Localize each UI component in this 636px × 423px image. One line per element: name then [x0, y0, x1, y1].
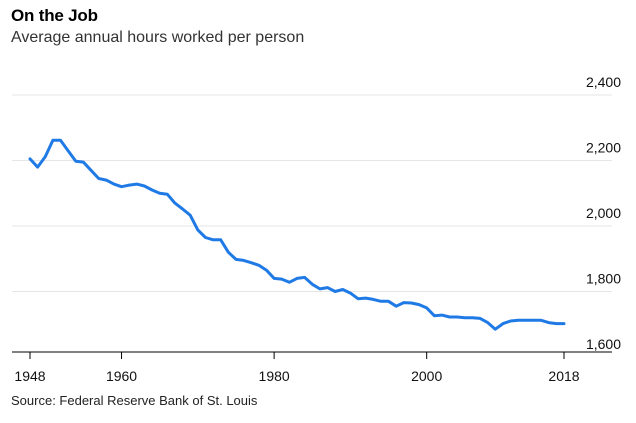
y-axis-tick-labels: 1,600 1,800 2,000 2,200 2,400 — [586, 74, 621, 352]
chart-subtitle: Average annual hours worked per person — [11, 29, 305, 46]
y-tick-label: 2,000 — [586, 205, 621, 221]
gridlines — [12, 94, 612, 292]
series-layer — [28, 138, 566, 331]
y-tick-label: 2,200 — [586, 140, 621, 156]
series-line — [28, 138, 566, 331]
x-axis-tick-labels: 1948 1960 1980 2000 2018 — [14, 352, 580, 384]
source-note: Source: Federal Reserve Bank of St. Loui… — [11, 393, 258, 408]
y-tick-label: 2,400 — [586, 74, 621, 90]
chart-title: On the Job — [11, 6, 98, 25]
y-tick-label: 1,800 — [586, 271, 621, 287]
x-tick-label: 1960 — [106, 368, 137, 384]
x-tick-label: 1980 — [259, 368, 290, 384]
x-tick-label: 2018 — [548, 368, 579, 384]
x-tick-label: 2000 — [411, 368, 442, 384]
y-tick-label: 1,600 — [586, 336, 621, 352]
x-tick-label: 1948 — [14, 368, 45, 384]
